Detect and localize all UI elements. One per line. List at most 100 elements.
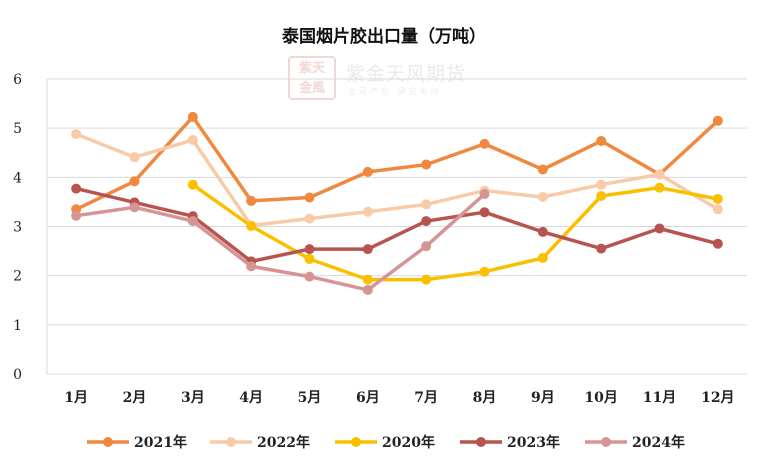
legend-item-2022年: 2022年 bbox=[210, 434, 310, 451]
data-point bbox=[129, 176, 140, 187]
legend-marker bbox=[103, 437, 113, 447]
series-2020年 bbox=[187, 179, 723, 285]
data-point bbox=[596, 191, 607, 202]
data-point bbox=[362, 166, 373, 177]
series-line-2024年 bbox=[74, 192, 487, 292]
data-point bbox=[712, 115, 723, 126]
data-point bbox=[246, 221, 257, 232]
x-tick-label: 12月 bbox=[701, 390, 734, 406]
data-point bbox=[187, 216, 198, 227]
data-point bbox=[421, 241, 432, 252]
legend-item-2024年: 2024年 bbox=[585, 434, 685, 451]
y-tick-label: 2 bbox=[13, 269, 22, 285]
x-tick-label: 1月 bbox=[64, 390, 88, 406]
data-point bbox=[479, 207, 490, 218]
data-point bbox=[71, 210, 82, 221]
x-tick-label: 2月 bbox=[123, 390, 147, 406]
data-point bbox=[421, 199, 432, 210]
y-tick-label: 3 bbox=[13, 220, 22, 236]
data-point bbox=[421, 159, 432, 170]
legend-marker bbox=[601, 437, 611, 447]
x-tick-label: 7月 bbox=[414, 390, 438, 406]
data-point bbox=[421, 274, 432, 285]
data-point bbox=[654, 169, 665, 180]
legend-label: 2023年 bbox=[507, 434, 560, 451]
data-point bbox=[479, 138, 490, 149]
x-tick-label: 9月 bbox=[531, 390, 555, 406]
y-tick-label: 1 bbox=[13, 318, 22, 334]
watermark-logo: 紫天 金風 bbox=[288, 56, 336, 100]
data-point bbox=[537, 226, 548, 237]
data-point bbox=[421, 216, 432, 227]
data-point bbox=[71, 129, 82, 140]
data-point bbox=[479, 266, 490, 277]
legend-label: 2022年 bbox=[257, 434, 310, 451]
series-line-2023年 bbox=[74, 186, 720, 264]
data-point bbox=[654, 182, 665, 193]
x-tick-label: 10月 bbox=[584, 390, 617, 406]
data-point bbox=[304, 253, 315, 264]
data-point bbox=[712, 204, 723, 215]
data-point bbox=[187, 179, 198, 190]
x-tick-label: 3月 bbox=[181, 390, 205, 406]
data-point bbox=[537, 164, 548, 175]
axis-layer: 0 1 2 3 4 5 6 1月 2月 3月 4月 5月 6月 7月 8月 9月 10月 11月 12月 bbox=[13, 72, 747, 406]
data-point bbox=[596, 179, 607, 190]
x-tick-label: 6月 bbox=[356, 390, 380, 406]
legend-item-2020年: 2020年 bbox=[335, 434, 435, 451]
data-point bbox=[129, 152, 140, 163]
data-point bbox=[246, 261, 257, 272]
legend-label: 2024年 bbox=[632, 434, 685, 451]
y-tick-label: 4 bbox=[13, 170, 22, 186]
data-point bbox=[362, 284, 373, 295]
data-point bbox=[362, 244, 373, 255]
legend-item-2021年: 2021年 bbox=[87, 434, 187, 451]
data-point bbox=[71, 183, 82, 194]
data-point bbox=[712, 193, 723, 204]
data-point bbox=[537, 192, 548, 202]
legend-marker bbox=[476, 437, 486, 447]
data-point bbox=[304, 192, 315, 203]
series-line-2021年 bbox=[74, 115, 720, 212]
data-point bbox=[304, 213, 315, 224]
x-tick-label: 4月 bbox=[239, 390, 263, 406]
data-point bbox=[596, 243, 607, 254]
series-2024年 bbox=[71, 189, 490, 295]
x-tick-label: 11月 bbox=[643, 390, 676, 406]
data-point bbox=[537, 252, 548, 263]
data-point bbox=[187, 111, 198, 122]
data-point bbox=[304, 271, 315, 282]
legend-item-2023年: 2023年 bbox=[460, 434, 560, 451]
data-point bbox=[362, 274, 373, 285]
chart-title: 泰国烟片胶出口量（万吨） bbox=[282, 27, 486, 47]
series-2022年 bbox=[71, 129, 723, 231]
watermark-slogan: 立足产业 研究驱动 bbox=[348, 87, 442, 96]
legend-label: 2021年 bbox=[134, 434, 187, 451]
grid-layer bbox=[47, 78, 747, 375]
data-point bbox=[712, 238, 723, 249]
watermark-logo-line1: 紫天 bbox=[298, 61, 325, 76]
watermark-logo-line2: 金風 bbox=[298, 81, 325, 96]
y-tick-label: 6 bbox=[13, 72, 22, 88]
legend-marker bbox=[226, 437, 236, 447]
y-tick-label: 0 bbox=[13, 367, 22, 383]
data-point bbox=[187, 134, 198, 145]
legend: 2021年 2022年 2020年 2023年 2024年 bbox=[87, 434, 685, 451]
series-2023年 bbox=[71, 183, 723, 267]
data-point bbox=[129, 202, 140, 213]
legend-marker bbox=[351, 437, 361, 447]
data-point bbox=[654, 223, 665, 234]
x-tick-label: 5月 bbox=[298, 390, 322, 406]
series-line-2020年 bbox=[191, 182, 720, 282]
series-2021年 bbox=[71, 111, 723, 215]
data-point bbox=[246, 195, 257, 206]
data-point bbox=[304, 244, 315, 255]
data-point bbox=[596, 135, 607, 146]
x-tick-label: 8月 bbox=[473, 390, 497, 406]
y-tick-label: 5 bbox=[13, 121, 22, 137]
data-point bbox=[362, 206, 373, 217]
legend-label: 2020年 bbox=[382, 434, 435, 451]
series-line-2022年 bbox=[74, 132, 720, 228]
